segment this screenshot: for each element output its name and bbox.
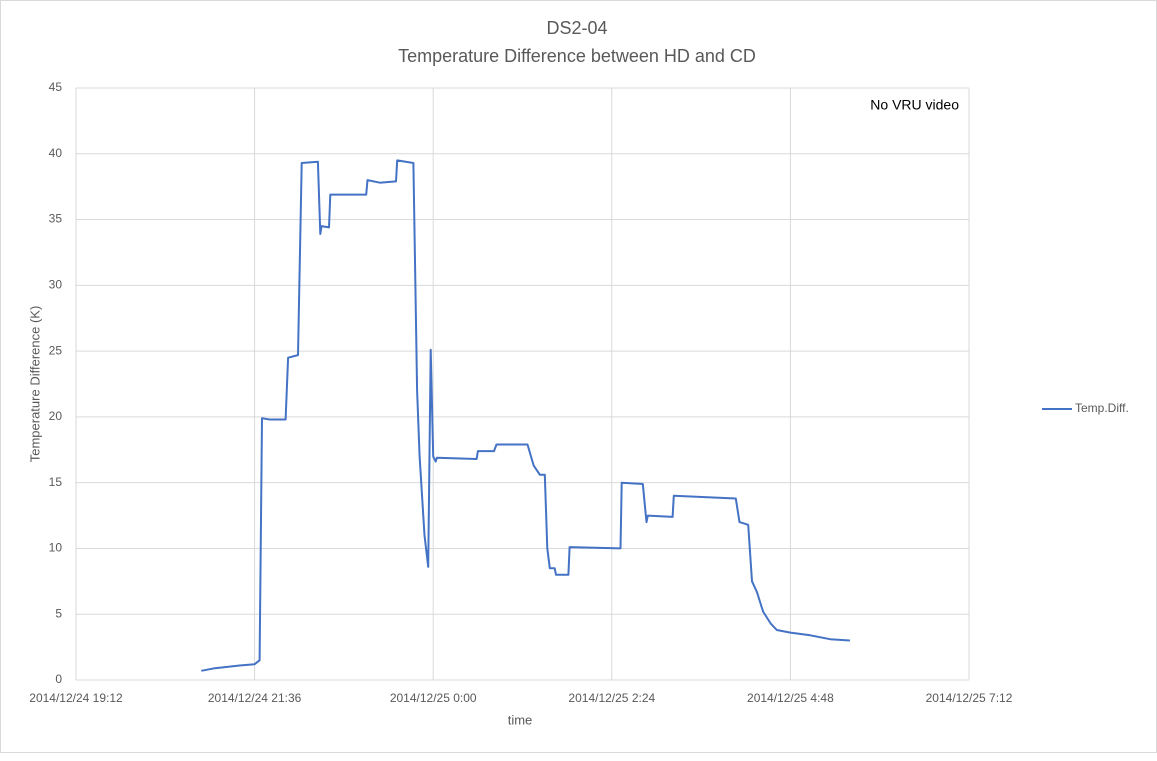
y-tick-label: 25 — [49, 343, 63, 357]
y-tick-label: 20 — [49, 409, 63, 423]
x-tick-label: 2014/12/24 21:36 — [208, 691, 302, 705]
x-tick-label: 2014/12/24 19:12 — [29, 691, 123, 705]
y-tick-label: 30 — [49, 278, 63, 292]
y-tick-label: 15 — [49, 475, 63, 489]
chart-title: DS2-04 — [546, 18, 607, 38]
y-tick-label: 35 — [49, 212, 63, 226]
y-tick-label: 40 — [49, 146, 63, 160]
y-tick-label: 5 — [55, 606, 62, 620]
y-tick-label: 45 — [49, 80, 63, 94]
annotation: No VRU video — [870, 97, 959, 113]
y-axis-label: Temperature Difference (K) — [27, 306, 42, 463]
x-tick-label: 2014/12/25 7:12 — [926, 691, 1013, 705]
chart-subtitle: Temperature Difference between HD and CD — [398, 46, 756, 66]
legend-label: Temp.Diff. — [1075, 401, 1129, 415]
x-axis-label: time — [508, 712, 533, 727]
y-tick-label: 10 — [49, 541, 63, 555]
x-tick-label: 2014/12/25 2:24 — [568, 691, 655, 705]
x-tick-label: 2014/12/25 0:00 — [390, 691, 477, 705]
data-line — [201, 159, 850, 672]
y-tick-label: 0 — [55, 672, 62, 686]
x-tick-label: 2014/12/25 4:48 — [747, 691, 834, 705]
